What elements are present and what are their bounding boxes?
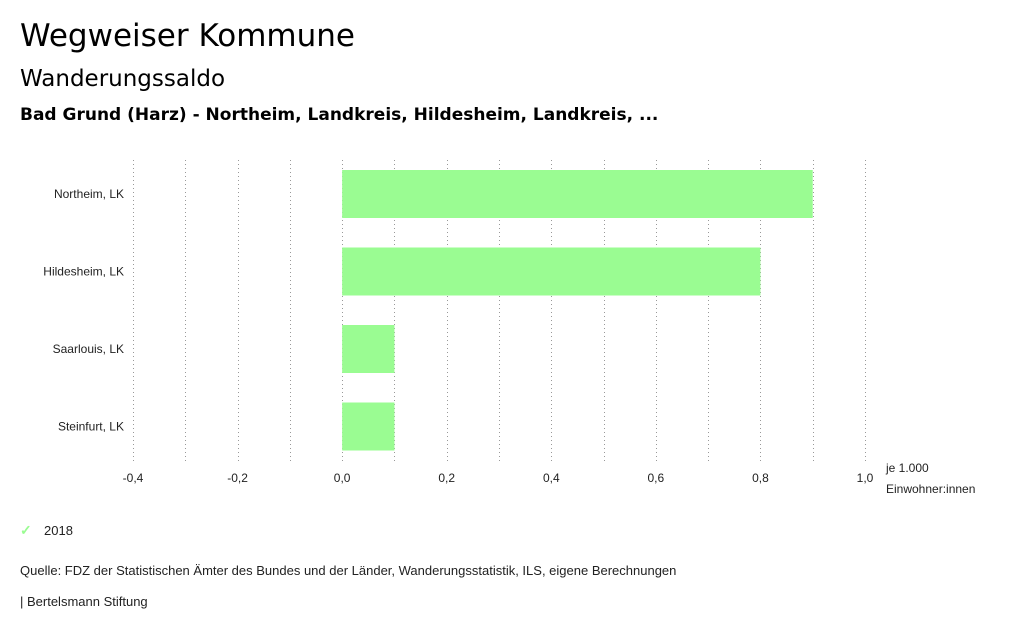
category-labels: Northeim, LK Hildesheim, LK Saarlouis, LK S… <box>43 187 124 434</box>
bars <box>342 170 813 451</box>
check-icon: ✓ <box>20 522 32 538</box>
page-title: Wegweiser Kommune <box>20 18 355 54</box>
unit-label-line2: Einwohner:innen <box>886 482 975 496</box>
x-tick-label: 1,0 <box>857 471 874 485</box>
tick-labels: -0,4 -0,2 0,0 0,2 0,4 0,6 0,8 1,0 <box>123 471 874 485</box>
x-tick-label: 0,6 <box>648 471 665 485</box>
x-tick-label: 0,8 <box>752 471 769 485</box>
chart-subtitle: Wanderungssaldo <box>20 66 226 92</box>
bar-saarlouis[interactable] <box>342 325 395 373</box>
x-tick-label: -0,2 <box>227 471 248 485</box>
x-tick-label: 0,0 <box>334 471 351 485</box>
x-tick-label: 0,2 <box>438 471 455 485</box>
legend-label: 2018 <box>44 523 73 538</box>
grid-lines <box>133 160 866 463</box>
legend-item-2018[interactable]: ✓ 2018 <box>20 522 73 539</box>
bar-steinfurt[interactable] <box>342 402 395 451</box>
bar-chart: Northeim, LK Hildesheim, LK Saarlouis, LK S… <box>43 160 975 496</box>
category-label: Saarlouis, LK <box>53 342 124 356</box>
unit-label-line1: je 1.000 <box>885 461 929 475</box>
category-label: Steinfurt, LK <box>58 420 124 434</box>
x-tick-label: -0,4 <box>123 471 144 485</box>
category-label: Hildesheim, LK <box>43 265 124 279</box>
publisher-note: | Bertelsmann Stiftung <box>20 594 148 609</box>
region-label: Bad Grund (Harz) - Northeim, Landkreis, … <box>20 105 659 125</box>
category-label: Northeim, LK <box>54 187 124 201</box>
bar-northeim[interactable] <box>342 170 813 218</box>
source-note: Quelle: FDZ der Statistischen Ämter des … <box>20 563 677 578</box>
bar-hildesheim[interactable] <box>342 247 761 296</box>
x-tick-label: 0,4 <box>543 471 560 485</box>
